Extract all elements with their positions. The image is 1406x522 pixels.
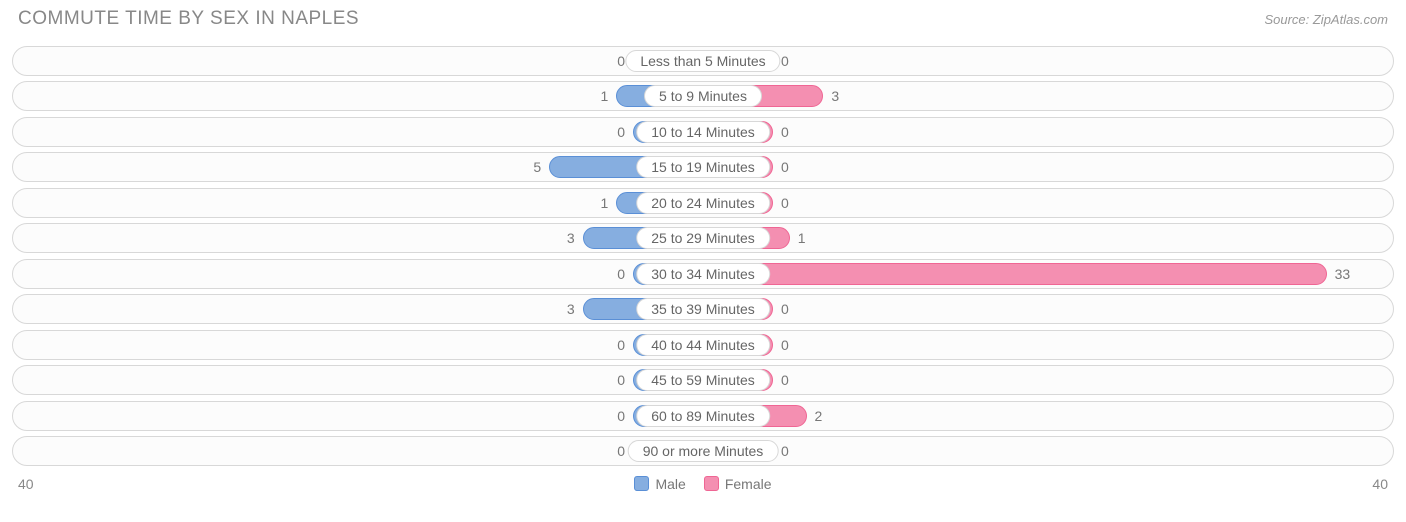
chart-row: 10 to 14 Minutes 0 0 [12,117,1394,147]
chart-row: 45 to 59 Minutes 0 0 [12,365,1394,395]
female-value: 0 [781,301,789,317]
category-label: 20 to 24 Minutes [636,192,770,214]
category-label: 45 to 59 Minutes [636,369,770,391]
legend-label: Female [725,476,772,492]
category-label: 30 to 34 Minutes [636,263,770,285]
female-value: 0 [781,53,789,69]
female-value: 1 [798,230,806,246]
axis-max-right: 40 [1372,476,1388,492]
male-value: 0 [617,443,625,459]
chart-footer: 40 Male Female 40 [12,472,1394,492]
male-value: 3 [567,301,575,317]
male-value: 1 [600,195,608,211]
male-value: 3 [567,230,575,246]
category-label: 15 to 19 Minutes [636,156,770,178]
male-value: 5 [533,159,541,175]
chart-row: 40 to 44 Minutes 0 0 [12,330,1394,360]
chart-row: 60 to 89 Minutes 0 2 [12,401,1394,431]
female-value: 0 [781,372,789,388]
male-value: 0 [617,53,625,69]
legend-label: Male [655,476,685,492]
chart-row: 90 or more Minutes0 0 [12,436,1394,466]
chart-row: 25 to 29 Minutes 3 1 [12,223,1394,253]
legend-item: Female [704,476,772,492]
legend-item: Male [634,476,685,492]
chart-row: 30 to 34 Minutes 0 33 [12,259,1394,289]
category-label: 5 to 9 Minutes [644,85,762,107]
male-value: 1 [600,88,608,104]
male-value: 0 [617,124,625,140]
chart-header: COMMUTE TIME BY SEX IN NAPLES Source: Zi… [12,8,1394,40]
male-value: 0 [617,337,625,353]
chart-row: 15 to 19 Minutes 5 0 [12,152,1394,182]
chart-row: 20 to 24 Minutes 1 0 [12,188,1394,218]
female-value: 33 [1335,266,1351,282]
female-value: 0 [781,195,789,211]
female-bar [703,263,1327,285]
chart-title: COMMUTE TIME BY SEX IN NAPLES [18,8,359,30]
category-label: 60 to 89 Minutes [636,405,770,427]
female-value: 2 [815,408,823,424]
chart-row: Less than 5 Minutes0 0 [12,46,1394,76]
chart-row: 5 to 9 Minutes 1 3 [12,81,1394,111]
diverging-bar-chart: Less than 5 Minutes005 to 9 Minutes1310 … [12,46,1394,467]
male-value: 0 [617,408,625,424]
category-label: 25 to 29 Minutes [636,227,770,249]
chart-source: Source: ZipAtlas.com [1264,12,1388,27]
male-value: 0 [617,266,625,282]
female-value: 0 [781,124,789,140]
female-value: 3 [831,88,839,104]
axis-max-left: 40 [18,476,34,492]
legend-swatch [704,476,719,491]
category-label: 40 to 44 Minutes [636,334,770,356]
category-label: 10 to 14 Minutes [636,121,770,143]
female-value: 0 [781,443,789,459]
male-value: 0 [617,372,625,388]
category-label: 90 or more Minutes [628,440,779,462]
category-label: 35 to 39 Minutes [636,298,770,320]
category-label: Less than 5 Minutes [625,50,780,72]
legend-swatch [634,476,649,491]
chart-row: 35 to 39 Minutes 3 0 [12,294,1394,324]
female-value: 0 [781,337,789,353]
legend: Male Female [634,476,771,492]
female-value: 0 [781,159,789,175]
